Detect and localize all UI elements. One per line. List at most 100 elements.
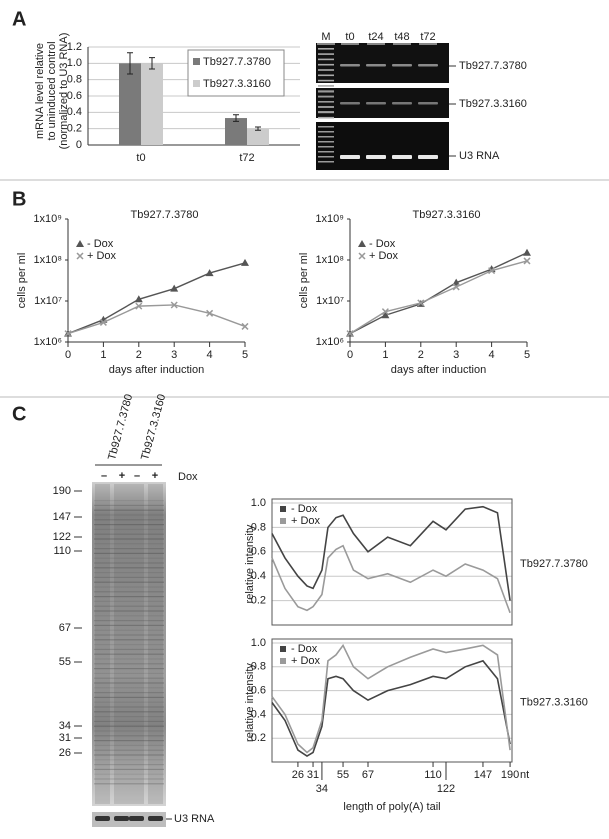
ladder-band [318,79,334,82]
gel-stripe [94,668,164,670]
y-tick-label: 0.4 [251,570,266,582]
gel-stripe [94,692,164,694]
band [340,64,360,67]
y-tick-label: 1x10⁹ [315,213,344,225]
gel-stripe [94,509,164,511]
band [392,64,412,67]
error-bar [255,126,261,131]
band [392,102,412,105]
size-marker: 26 [59,747,71,759]
legend-label: + Dox [87,250,117,262]
legend-box [187,49,285,97]
size-marker: 110 [53,545,71,557]
gel-stripe [94,672,164,674]
gel-stripe [94,533,164,535]
gel-stripe [94,658,164,660]
gel-image [316,122,449,170]
y-tick-label: 0.8 [251,661,266,673]
ladder-band [318,151,334,153]
side-label: Tb927.7.3780 [520,558,588,570]
legend-marker [76,252,84,260]
x-tick-label: t72 [239,152,254,164]
gel-stripe [94,519,164,521]
y-tick-label: 0.6 [67,90,82,102]
gel-stripe [94,581,164,583]
gel-stripe [94,720,164,722]
y-tick-label: 1x10⁷ [34,295,62,307]
gel-stripe [94,687,164,689]
gel-stripe [94,639,164,641]
ladder-band [318,116,334,119]
y-axis-label: to uninduced control [46,41,58,140]
band-label: Tb927.3.3160 [459,98,527,110]
point [64,330,72,338]
x-tick-label: 4 [207,349,213,361]
gel-stripe [94,605,164,607]
band-label: Tb927.7.3780 [459,60,527,72]
error-bar [149,57,155,70]
ladder-band [318,58,334,61]
bar [141,63,163,146]
x-axis-label: days after induction [109,364,204,376]
x-tick-label: 4 [489,349,495,361]
chart: 0.2 0.4 0.6 0.8 1.0 Tb927.7.3780 relative inte… [244,497,588,626]
gel-stripe [94,744,164,746]
gel-stripe [94,644,164,646]
side-label: Tb927.3.3160 [520,696,588,708]
y-tick-label: 1x10⁹ [33,213,62,225]
y-axis-label: (normalized to U3 RNA) [58,33,70,150]
gel-stripe [94,706,164,708]
series-line [67,262,246,335]
gel-stripe [94,610,164,612]
gel-stripe [94,783,164,785]
x-tick-label: 147 [474,769,492,781]
gel-stripe [94,538,164,540]
gel-stripe [94,711,164,713]
gel-stripe [94,749,164,751]
gel-stripe [94,528,164,530]
gel-stripe [94,648,164,650]
gel-stripe [94,500,164,502]
band [366,102,386,105]
treatment-label: Dox [178,471,198,483]
ladder-band [318,63,334,66]
legend-label: - Dox [291,503,318,515]
point [452,283,460,291]
x-tick-label: 3 [171,349,177,361]
point [134,295,143,303]
y-tick-label: 0.4 [67,106,82,118]
y-tick-label: 1x10⁷ [316,295,344,307]
y-tick-label: 1.0 [251,637,266,649]
series-line [67,304,246,335]
point [170,284,179,292]
point [488,267,496,275]
gel-stripe [94,778,164,780]
legend-label: Tb927.7.3780 [203,56,271,68]
legend-label: - Dox [369,238,396,250]
gel-stripe [94,567,164,569]
gel-stripe [94,620,164,622]
lane-label: t24 [368,31,383,43]
gel-image [316,43,449,83]
gel-stripe [94,735,164,737]
gel-stripe [94,562,164,564]
size-marker: 34 [59,720,71,732]
gel-stripe [94,572,164,574]
gel-stripe [94,634,164,636]
gel-stripe [94,730,164,732]
point [381,311,390,319]
point [523,257,531,265]
gel-stripe [94,663,164,665]
x-tick-label: t0 [136,152,145,164]
y-tick-label: 1.2 [67,41,82,53]
series-line [271,505,511,601]
size-marker: 147 [53,511,71,523]
ladder-band [318,161,334,163]
x-tick-label: 1 [382,349,388,361]
sign: – [101,470,107,482]
point [205,269,214,277]
legend-marker [280,518,286,524]
y-tick-label: 1x10⁸ [316,254,345,266]
